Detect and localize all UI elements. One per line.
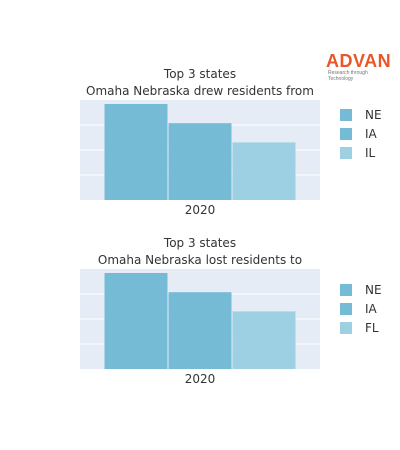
bar-ne: [104, 273, 168, 369]
legend-label-fl: FL: [365, 321, 379, 335]
legend-swatch-ne: [340, 109, 352, 121]
chart-title-line: Omaha Nebraska lost residents to: [98, 253, 302, 267]
chart-title-line: Omaha Nebraska drew residents from: [86, 84, 314, 98]
logo-tagline: Research through Technology: [328, 70, 368, 82]
legend-swatch-ia: [340, 128, 352, 140]
bar-fl: [232, 311, 296, 369]
legend-label-ne: NE: [365, 283, 382, 297]
legend-swatch-ia: [340, 303, 352, 315]
legend-swatch-ne: [340, 284, 352, 296]
legend-swatch-il: [340, 147, 352, 159]
bar-ia: [168, 123, 232, 200]
advan-logo: ADVAN Research through Technology: [326, 51, 394, 82]
bar-il: [232, 142, 296, 200]
x-tick-label: 2020: [185, 203, 216, 217]
chart-title-line: Top 3 states: [163, 236, 236, 250]
legend-label-ia: IA: [365, 302, 378, 316]
x-tick-label: 2020: [185, 372, 216, 386]
legend-label-il: IL: [365, 146, 376, 160]
chart-title-line: Top 3 states: [163, 67, 236, 81]
legend-label-ne: NE: [365, 108, 382, 122]
legend-swatch-fl: [340, 322, 352, 334]
bar-ia: [168, 292, 232, 369]
legend-label-ia: IA: [365, 127, 378, 141]
logo-brand: ADVAN: [326, 51, 392, 71]
bar-ne: [104, 104, 168, 200]
